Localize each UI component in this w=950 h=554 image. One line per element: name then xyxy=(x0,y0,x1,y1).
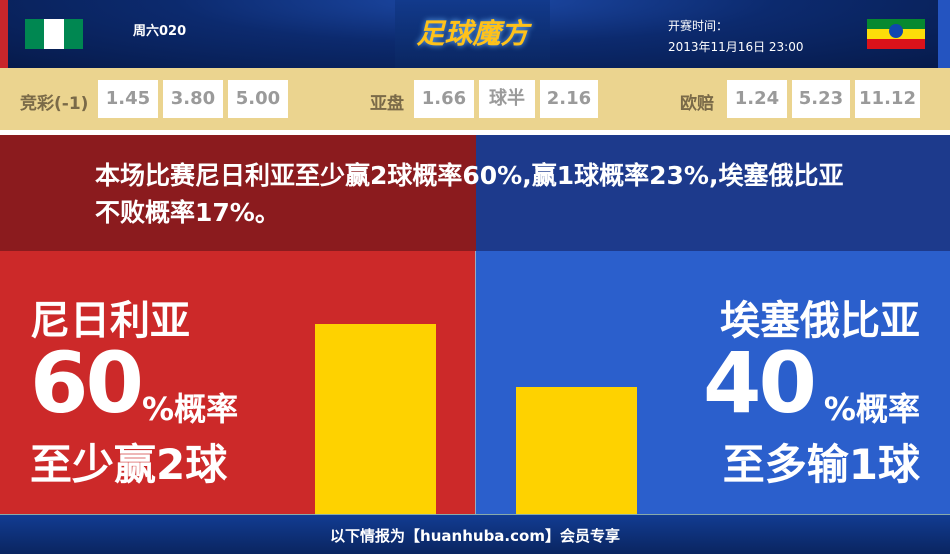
away-team-name: 埃塞俄比亚 xyxy=(720,298,920,344)
home-percent-unit: %概率 xyxy=(142,390,239,428)
nigeria-flag-icon xyxy=(25,19,83,49)
logo-background xyxy=(395,0,550,68)
summary-left-bg xyxy=(0,135,476,251)
kickoff-label: 开赛时间： xyxy=(668,19,729,33)
separator xyxy=(0,130,950,135)
jingcai-odds-draw: 3.80 xyxy=(163,80,223,118)
footer xyxy=(0,514,950,554)
summary-right-bg xyxy=(476,135,950,251)
member-notice-link[interactable]: 以下情报为【huanhuba.com】会员专享 xyxy=(330,527,620,545)
odds-bar xyxy=(0,68,950,130)
logo: 足球魔方 xyxy=(416,17,529,50)
jingcai-odds-loss: 5.00 xyxy=(228,80,288,118)
asian-odds-away: 2.16 xyxy=(540,80,598,118)
jingcai-label: 竞彩(-1) xyxy=(20,94,89,114)
asian-handicap: 球半 xyxy=(479,80,535,118)
match-number: 周六020 xyxy=(133,24,187,39)
euro-odds-loss: 11.12 xyxy=(855,80,920,118)
away-probability-bar xyxy=(516,387,637,514)
away-percent: 40 xyxy=(703,334,817,432)
asian-odds-home: 1.66 xyxy=(414,80,474,118)
euro-label: 欧赔 xyxy=(680,94,714,114)
home-outcome: 至少赢2球 xyxy=(30,440,228,489)
jingcai-odds-win: 1.45 xyxy=(98,80,158,118)
home-percent: 60 xyxy=(30,334,144,432)
summary-text: 本场比赛尼日利亚至少赢2球概率60%,赢1球概率23%,埃塞俄比亚不败概率17%… xyxy=(95,161,844,227)
away-percent-unit: %概率 xyxy=(823,390,920,428)
left-accent xyxy=(0,0,8,68)
home-probability-bar xyxy=(315,324,436,514)
euro-odds-draw: 5.23 xyxy=(792,80,850,118)
kickoff-time: 2013年11月16日 23:00 xyxy=(668,40,804,54)
home-team-name: 尼日利亚 xyxy=(30,298,190,344)
euro-odds-win: 1.24 xyxy=(727,80,787,118)
ethiopia-flag-icon xyxy=(867,19,925,49)
asian-label: 亚盘 xyxy=(370,94,404,114)
away-outcome: 至多输1球 xyxy=(722,440,920,489)
panel-divider xyxy=(475,251,476,514)
right-accent xyxy=(938,0,950,68)
